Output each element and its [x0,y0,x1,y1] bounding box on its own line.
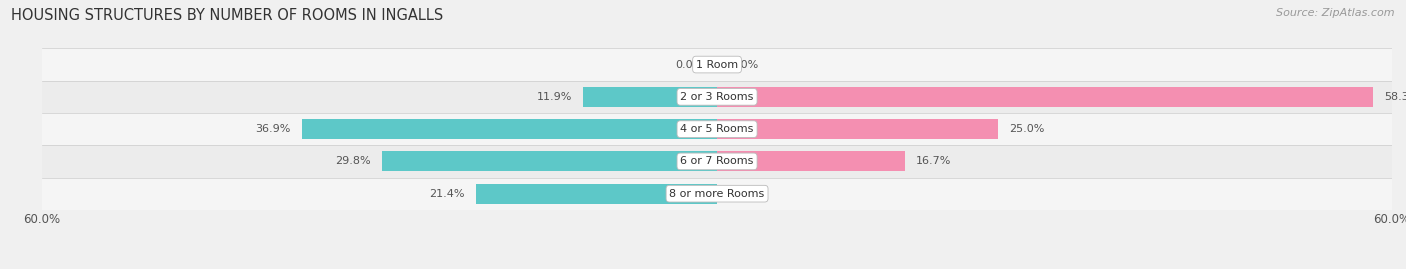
Bar [382,151,717,171]
Text: HOUSING STRUCTURES BY NUMBER OF ROOMS IN INGALLS: HOUSING STRUCTURES BY NUMBER OF ROOMS IN… [11,8,443,23]
Bar [717,119,998,139]
Text: 25.0%: 25.0% [1010,124,1045,134]
Text: 0.0%: 0.0% [731,189,759,199]
Text: 21.4%: 21.4% [430,189,465,199]
Text: 29.8%: 29.8% [335,156,371,167]
Bar [42,48,1392,81]
Bar [302,119,717,139]
Bar [42,178,1392,210]
Text: 1 Room: 1 Room [696,59,738,70]
Bar [717,151,905,171]
Bar [42,145,1392,178]
Text: Source: ZipAtlas.com: Source: ZipAtlas.com [1277,8,1395,18]
Text: 36.9%: 36.9% [256,124,291,134]
Text: 11.9%: 11.9% [537,92,572,102]
Text: 2 or 3 Rooms: 2 or 3 Rooms [681,92,754,102]
Text: 16.7%: 16.7% [917,156,952,167]
Bar [42,81,1392,113]
Text: 0.0%: 0.0% [675,59,703,70]
Text: 8 or more Rooms: 8 or more Rooms [669,189,765,199]
Bar [42,113,1392,145]
Text: 4 or 5 Rooms: 4 or 5 Rooms [681,124,754,134]
Text: 0.0%: 0.0% [731,59,759,70]
Text: 58.3%: 58.3% [1384,92,1406,102]
Bar [583,87,717,107]
Bar [717,87,1372,107]
Bar [477,184,717,204]
Text: 6 or 7 Rooms: 6 or 7 Rooms [681,156,754,167]
